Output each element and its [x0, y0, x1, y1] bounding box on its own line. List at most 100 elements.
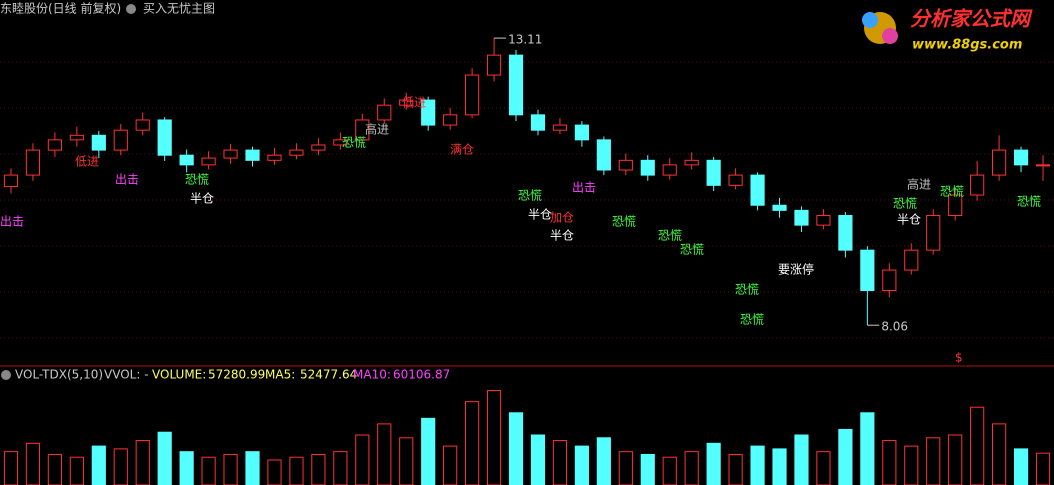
candle-body — [992, 149, 1007, 176]
vvol: VVOL: - — [104, 368, 149, 382]
volume-bar — [794, 434, 809, 485]
vol-title: VOL-TDX(5,10) — [15, 368, 103, 382]
candle-body — [465, 74, 480, 116]
signal-label: 恐慌 — [893, 197, 917, 211]
menu-icon[interactable] — [1, 370, 11, 380]
volume-bar — [157, 431, 172, 485]
volume-bar — [838, 428, 853, 485]
logo-url: www.88gs.com — [912, 38, 1022, 53]
candle-body — [421, 99, 436, 126]
volume-bar — [333, 451, 348, 485]
candle-body — [794, 209, 809, 226]
volume-bar — [465, 401, 480, 485]
candle-body — [289, 149, 304, 156]
indicator-name: 买入无忧主图 — [143, 2, 215, 16]
candle-body — [245, 149, 260, 161]
signal-label: 满仓 — [450, 143, 474, 157]
signal-label: 恐慌 — [185, 173, 209, 187]
candle-body — [135, 119, 150, 131]
logo: 分析家公式网 www.88gs.com — [862, 7, 1033, 53]
candle-body — [113, 129, 128, 151]
candle-body — [486, 54, 502, 76]
candle-body — [662, 164, 677, 176]
candle-body — [552, 124, 568, 131]
signal-label: 半仓 — [550, 229, 574, 243]
volume-bar — [47, 453, 62, 485]
volume-bar — [355, 434, 370, 485]
volume-bar — [904, 445, 919, 485]
signal-label: 恐慌 — [658, 229, 682, 243]
volume-bar — [223, 453, 238, 485]
candle-body — [530, 114, 546, 131]
stock-title: 东睦股份(日线 前复权) — [0, 1, 121, 16]
logo-icon — [862, 12, 878, 28]
volume-bar — [311, 453, 326, 485]
volume-bar — [113, 448, 128, 485]
ma10-value: 60106.87 — [393, 368, 450, 382]
candle-body — [179, 154, 194, 166]
candle-body — [25, 149, 41, 176]
volume-bar — [596, 437, 611, 485]
volume-bar — [530, 434, 546, 485]
volume-bar — [25, 442, 41, 485]
candle-body — [838, 214, 853, 251]
volume-bar — [684, 451, 699, 485]
candle-body — [508, 54, 524, 116]
candle-body — [882, 269, 897, 292]
menu-icon[interactable] — [126, 4, 136, 14]
volume-label: VOLUME: — [152, 368, 206, 382]
logo-title: 分析家公式网 — [910, 7, 1033, 31]
candle-body — [355, 119, 370, 141]
candle-body — [377, 104, 392, 121]
logo-icon — [882, 28, 898, 44]
volume-value: 57280.99 — [208, 368, 265, 382]
candle-body — [706, 159, 721, 186]
signal-label: 加仓 — [550, 211, 574, 225]
candle-body — [750, 174, 765, 206]
candle-body — [970, 174, 985, 196]
signal-label: 出击 — [572, 181, 596, 195]
signal-label: 半仓 — [528, 208, 552, 222]
signal-marker: $ — [955, 351, 963, 365]
candle-body — [311, 144, 326, 151]
ma5-value: 52477.64 — [300, 368, 357, 382]
signal-label: 半仓 — [190, 192, 214, 206]
volume-bar — [399, 437, 414, 485]
ma10-label: MA10: — [353, 368, 391, 382]
volume-bar — [91, 445, 106, 485]
candle-body — [684, 159, 699, 166]
signal-label: 恐慌 — [680, 243, 704, 257]
signal-label: 恐慌 — [940, 185, 964, 199]
candle-body — [596, 139, 611, 171]
candle-body — [157, 119, 172, 156]
signal-label: 恐慌 — [342, 136, 366, 150]
candle-body — [333, 139, 348, 146]
signal-label: 恐慌 — [1017, 195, 1041, 209]
candle-body — [904, 249, 919, 271]
candle-body — [267, 154, 282, 161]
signal-label: 出击 — [0, 215, 24, 229]
candle-body — [574, 124, 589, 141]
low-label: 8.06 — [881, 320, 908, 334]
volume-bar — [662, 456, 677, 485]
candle-body — [91, 134, 106, 151]
signal-label: 低进 — [402, 96, 426, 110]
volume-bar — [421, 417, 436, 485]
signal-label: 半仓 — [897, 213, 921, 227]
ma5-label: MA5: — [265, 368, 295, 382]
volume-bar — [1035, 452, 1051, 485]
candle-body — [443, 114, 458, 126]
volume-bar — [245, 451, 260, 485]
candle-body — [618, 159, 633, 171]
candle-body — [860, 249, 875, 292]
candle-body — [1035, 164, 1051, 167]
candle-body — [948, 194, 963, 216]
volume-bar — [750, 445, 765, 485]
signal-label: 低进 — [75, 155, 99, 169]
volume-bar — [552, 440, 568, 485]
volume-bar — [201, 456, 216, 485]
candle-body — [47, 139, 62, 151]
candle-body — [926, 214, 941, 251]
